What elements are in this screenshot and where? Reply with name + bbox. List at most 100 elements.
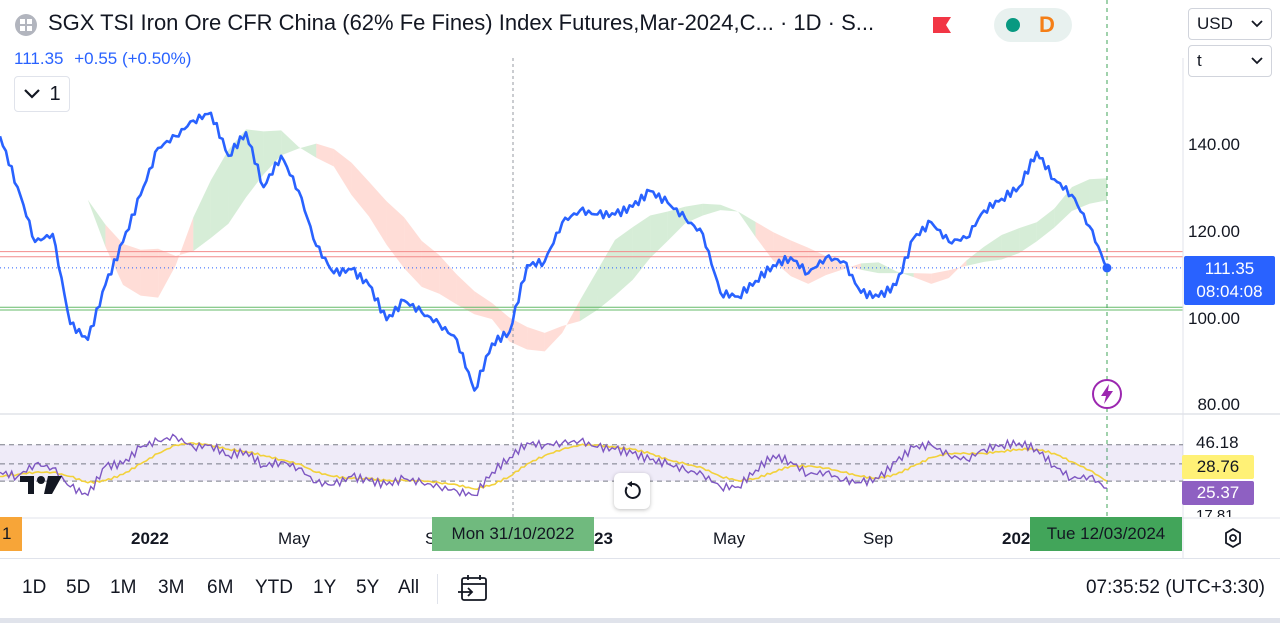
rsi-pane bbox=[0, 433, 1183, 498]
cloud-segment bbox=[720, 204, 738, 212]
last-price-value: 111.35 bbox=[14, 49, 64, 68]
range-button-6m[interactable]: 6M bbox=[207, 577, 234, 598]
flag-icon[interactable] bbox=[930, 14, 954, 38]
price-tick: 140.00 bbox=[1188, 135, 1240, 154]
timezone-clock[interactable]: 07:35:52 (UTC+3:30) bbox=[1085, 577, 1265, 598]
chevron-down-icon bbox=[1251, 20, 1263, 28]
cloud-segment bbox=[70, 188, 88, 200]
rsi-tick: 46.18 bbox=[1196, 433, 1239, 452]
range-button-5y[interactable]: 5Y bbox=[356, 577, 380, 598]
range-button-ytd[interactable]: YTD bbox=[255, 577, 293, 598]
range-button-1m[interactable]: 1M bbox=[110, 577, 137, 598]
gear-icon[interactable] bbox=[1221, 526, 1245, 550]
last-date-label: Tue 12/03/2024 bbox=[1030, 517, 1182, 551]
ichimoku-cloud bbox=[35, 129, 1107, 352]
cloud-segment bbox=[333, 148, 352, 195]
delay-badge: D bbox=[1039, 12, 1055, 37]
price-tick: 80.00 bbox=[1197, 395, 1240, 414]
cloud-segment bbox=[579, 270, 598, 322]
cloud-segment bbox=[456, 274, 475, 315]
cloud-segment bbox=[351, 162, 369, 217]
rsi-line bbox=[0, 433, 1108, 498]
price-series bbox=[0, 111, 1112, 392]
time-tick: 23 bbox=[594, 529, 613, 548]
cloud-segment bbox=[544, 325, 563, 352]
reset-icon bbox=[624, 481, 641, 499]
cloud-segment bbox=[140, 248, 159, 298]
time-tick: S bbox=[425, 529, 437, 548]
partial-date-label: 1 bbox=[0, 517, 22, 551]
cloud-segment bbox=[597, 239, 615, 310]
cloud-segment bbox=[263, 130, 282, 175]
cloud-segment bbox=[650, 211, 668, 259]
cloud-segment bbox=[298, 143, 317, 158]
time-tick: May bbox=[278, 529, 311, 548]
cloud-segment bbox=[527, 326, 545, 352]
collapse-count: 1 bbox=[49, 82, 61, 105]
cloud-segment bbox=[984, 235, 1002, 262]
cloud-segment bbox=[931, 270, 949, 284]
cloud-segment bbox=[738, 211, 756, 237]
toolbar-divider bbox=[437, 574, 438, 604]
market-open-dot bbox=[1006, 18, 1020, 32]
cloud-segment bbox=[87, 199, 106, 247]
currency-value: USD bbox=[1197, 14, 1233, 33]
rsi-value-tag: 25.37 bbox=[1182, 481, 1254, 505]
rsi-ma-tag: 28.76 bbox=[1182, 455, 1254, 479]
currency-select[interactable]: USD bbox=[1188, 8, 1272, 40]
time-tick: 202 bbox=[1002, 529, 1031, 548]
time-tick: May bbox=[713, 529, 746, 548]
cloud-segment bbox=[421, 240, 440, 294]
flash-icon[interactable] bbox=[1091, 378, 1123, 410]
indicators-collapse-button[interactable]: 1 bbox=[14, 76, 70, 112]
cloud-segment bbox=[1071, 179, 1090, 212]
cloud-segment bbox=[755, 221, 774, 261]
cloud-segment bbox=[632, 215, 651, 281]
unit-value: t bbox=[1197, 51, 1202, 70]
cloud-segment bbox=[210, 149, 229, 238]
cloud-segment bbox=[105, 224, 123, 285]
cloud-segment bbox=[790, 240, 809, 284]
cloud-segment bbox=[1036, 208, 1055, 242]
range-button-1d[interactable]: 1D bbox=[22, 577, 47, 598]
cloud-segment bbox=[509, 317, 528, 350]
last-price-tag-value: 111.35 bbox=[1204, 259, 1255, 278]
symbol-title[interactable]: SGX TSI Iron Ore CFR China (62% Fe Fines… bbox=[48, 10, 875, 35]
range-button-all[interactable]: All bbox=[398, 577, 420, 598]
tradingview-logo[interactable] bbox=[18, 472, 66, 498]
cloud-segment bbox=[439, 255, 457, 305]
price-change-value: +0.55 (+0.50%) bbox=[74, 49, 192, 68]
cloud-segment bbox=[193, 180, 211, 252]
date-range-icon[interactable] bbox=[457, 574, 489, 604]
cloud-segment bbox=[1019, 222, 1037, 254]
cloud-segment bbox=[175, 217, 194, 266]
price-tick: 100.00 bbox=[1188, 309, 1240, 328]
range-button-3m[interactable]: 3M bbox=[158, 577, 185, 598]
chevron-down-icon bbox=[24, 89, 41, 99]
bar-countdown: 08:04:08 bbox=[1196, 282, 1263, 301]
cloud-segment bbox=[685, 203, 703, 224]
symbol-icon[interactable] bbox=[14, 13, 38, 37]
range-button-5d[interactable]: 5D bbox=[66, 577, 91, 598]
reset-chart-button[interactable] bbox=[614, 473, 650, 509]
bottom-strip bbox=[0, 618, 1280, 623]
unit-select[interactable]: t bbox=[1188, 45, 1272, 77]
bottom-toolbar: 1D 5D 1M 3M 6M YTD 1Y 5Y All bbox=[0, 558, 1280, 619]
rsi-ma-line bbox=[0, 441, 1108, 491]
cloud-segment bbox=[615, 227, 633, 296]
cloud-segment bbox=[702, 203, 721, 216]
crosshair-date-label: Mon 31/10/2022 bbox=[432, 517, 594, 551]
cloud-segment bbox=[369, 181, 387, 245]
cloud-segment bbox=[562, 300, 580, 333]
cloud-segment bbox=[878, 262, 897, 274]
cloud-segment bbox=[1001, 228, 1020, 260]
rsi-tick: 17.81 bbox=[1196, 507, 1234, 517]
chevron-down-icon bbox=[1251, 57, 1263, 65]
range-button-1y[interactable]: 1Y bbox=[313, 577, 337, 598]
price-tick: 120.00 bbox=[1188, 222, 1240, 241]
time-tick: 2022 bbox=[131, 529, 169, 548]
price-line bbox=[0, 111, 1109, 392]
cloud-segment bbox=[281, 130, 299, 156]
cloud-segment bbox=[825, 256, 844, 276]
